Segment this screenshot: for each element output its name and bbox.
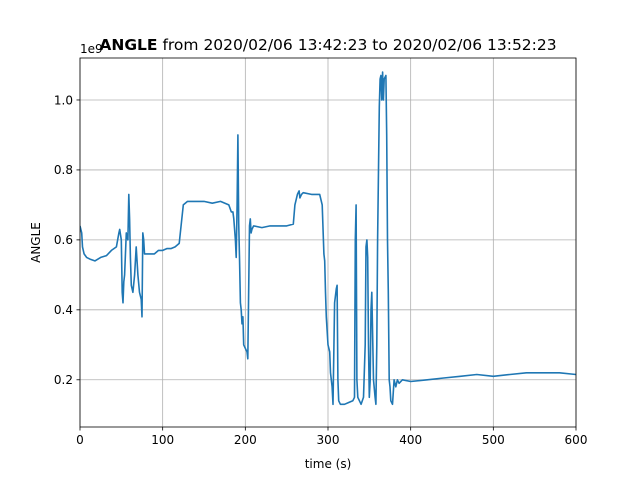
x-tick-label: 600 — [565, 433, 588, 447]
grid-lines — [79, 58, 577, 427]
y-tick-label: 0.2 — [54, 373, 73, 387]
x-axis-label: time (s) — [305, 457, 352, 471]
series-line-layer — [80, 71, 576, 406]
y-tick-label: 0.4 — [54, 303, 73, 317]
y-tick-label: 0.6 — [54, 233, 73, 247]
x-tick-label: 200 — [234, 433, 257, 447]
y-tick-label: 1.0 — [54, 93, 73, 107]
y-offset-label: 1e9 — [80, 42, 103, 56]
chart-title: ANGLE from 2020/02/06 13:42:23 to 2020/0… — [99, 36, 556, 54]
chart-title-bold: ANGLE — [99, 36, 157, 54]
y-axis-label: ANGLE — [29, 222, 43, 263]
chart-title-rest: from 2020/02/06 13:42:23 to 2020/02/06 1… — [158, 36, 557, 54]
x-tick-label: 0 — [76, 433, 84, 447]
y-tick-label: 0.8 — [54, 163, 73, 177]
x-tick-label: 100 — [151, 433, 174, 447]
x-tick-label: 400 — [399, 433, 422, 447]
series-line — [80, 71, 576, 406]
axis-ticks: 0 100 200 300 400 500 600 0.2 0.4 0.6 0.8 1.0 — [54, 93, 588, 447]
x-tick-label: 300 — [317, 433, 340, 447]
x-tick-label: 500 — [482, 433, 505, 447]
